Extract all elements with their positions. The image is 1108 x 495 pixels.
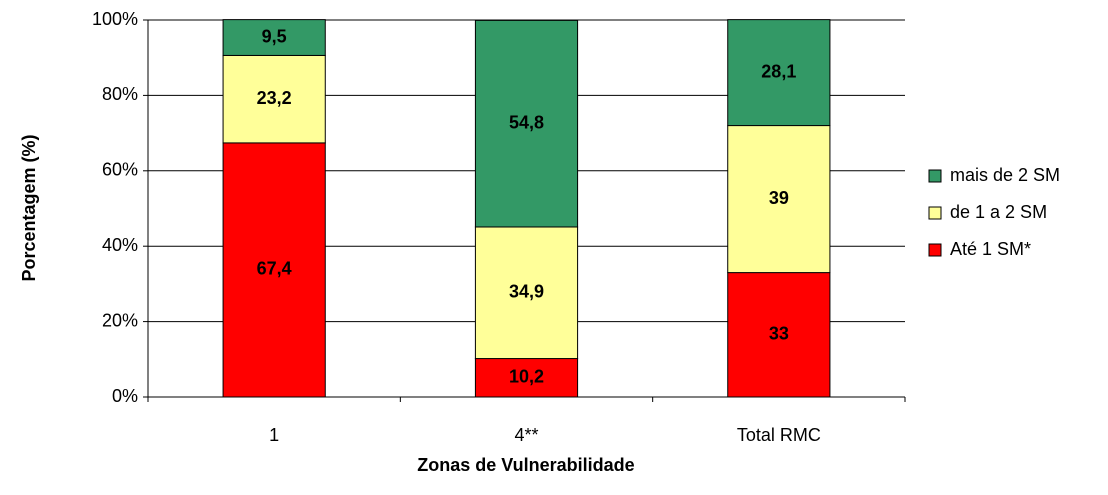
data-label: 9,5 [262,26,287,46]
legend-swatch [928,169,942,183]
y-tick-label: 60% [102,160,138,180]
x-tick-label: 1 [269,425,279,445]
data-label: 34,9 [509,282,544,302]
y-tick-label: 0% [112,386,138,406]
bar-segment [727,272,831,398]
bar-segment [727,19,831,127]
y-tick-label: 100% [92,9,138,29]
y-tick-label: 40% [102,235,138,255]
data-label: 39 [769,188,789,208]
legend-swatch [928,206,942,220]
y-tick-label: 20% [102,310,138,330]
data-label: 54,8 [509,112,544,132]
bar-segment [474,19,579,228]
y-axis-title: Porcentagem (%) [19,134,39,281]
legend-swatch [928,243,942,257]
y-tick-label: 80% [102,84,138,104]
bar-segment [474,226,579,360]
legend-label: de 1 a 2 SM [950,202,1047,222]
data-label: 67,4 [257,259,292,279]
x-tick-label: 4** [514,425,538,445]
x-axis-title: Zonas de Vulnerabilidade [417,455,634,475]
data-label: 10,2 [509,367,544,387]
legend-label: mais de 2 SM [950,165,1060,185]
bar-segment [222,19,326,56]
data-label: 28,1 [761,61,796,81]
data-label: 33 [769,324,789,344]
bar-segment [727,125,831,274]
data-label: 23,2 [257,88,292,108]
bar-segment [474,358,579,398]
legend-label: Até 1 SM* [950,239,1031,259]
x-tick-label: Total RMC [737,425,821,445]
